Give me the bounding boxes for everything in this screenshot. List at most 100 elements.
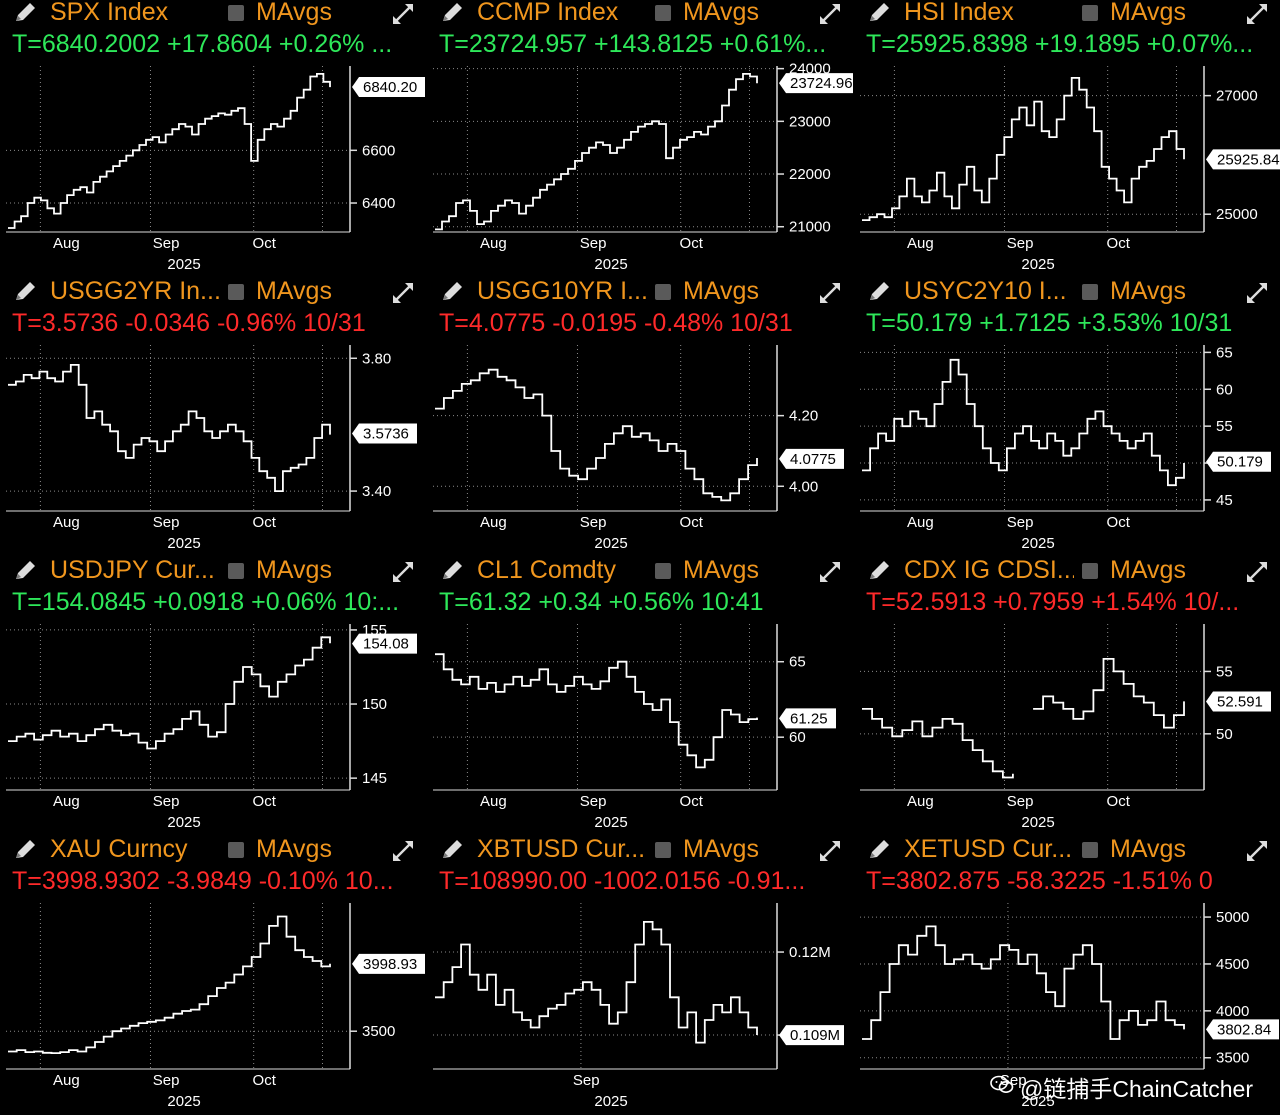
mavgs-label[interactable]: MAvgs (256, 279, 332, 305)
last-value-label: 3802.84 (1217, 1021, 1271, 1038)
quote-line: T=61.32 +0.34 +0.56% 10:41 (439, 588, 764, 616)
pencil-icon[interactable] (866, 838, 892, 862)
pencil-icon[interactable] (12, 838, 38, 862)
chart-panel: CL1 Comdty MAvgs T=61.32 +0.34 +0.56% 10:4… (427, 558, 853, 836)
ticker-label[interactable]: USGG2YR In... (50, 279, 220, 305)
checkbox-icon[interactable] (655, 284, 671, 300)
expand-icon[interactable] (390, 559, 416, 585)
mavgs-label[interactable]: MAvgs (1110, 558, 1186, 584)
checkbox-icon[interactable] (1082, 284, 1098, 300)
chart-panel: CDX IG CDSI... MAvgs T=52.5913 +0.7959 +1.… (854, 558, 1280, 836)
pencil-icon[interactable] (866, 280, 892, 304)
mavgs-label[interactable]: MAvgs (683, 837, 759, 863)
ticker-label[interactable]: HSI Index (904, 0, 1014, 26)
expand-icon[interactable] (390, 1, 416, 27)
ticker-label[interactable]: SPX Index (50, 0, 169, 26)
x-tick-label: Oct (253, 514, 277, 531)
last-value-box (352, 77, 425, 98)
pencil-icon[interactable] (12, 559, 38, 583)
pencil-icon[interactable] (12, 1, 38, 25)
panel-header: CDX IG CDSI... MAvgs (854, 558, 1280, 586)
mavgs-label[interactable]: MAvgs (683, 558, 759, 584)
x-tick-label: Sep (580, 514, 607, 531)
pencil-icon[interactable] (866, 1, 892, 25)
ticker-label[interactable]: CDX IG CDSI... (904, 558, 1074, 584)
mavgs-label[interactable]: MAvgs (256, 0, 332, 26)
expand-icon[interactable] (1244, 559, 1270, 585)
series-line (862, 358, 1185, 487)
ticker-label[interactable]: CCMP Index (477, 0, 619, 26)
y-tick-label: 50 (1216, 726, 1233, 743)
expand-icon[interactable] (1244, 280, 1270, 306)
expand-icon[interactable] (390, 838, 416, 864)
mavgs-label[interactable]: MAvgs (256, 837, 332, 863)
expand-icon[interactable] (817, 280, 843, 306)
ticker-label[interactable]: USGG10YR I... (477, 279, 647, 305)
mavgs-label[interactable]: MAvgs (683, 0, 759, 26)
pencil-icon[interactable] (439, 838, 465, 862)
panel-header: USGG2YR In... MAvgs (0, 279, 426, 307)
panel-header: SPX Index MAvgs (0, 0, 426, 28)
checkbox-icon[interactable] (1082, 563, 1098, 579)
x-tick-label: Aug (907, 514, 934, 531)
y-tick-label: 6600 (362, 142, 395, 159)
ticker-label[interactable]: XAU Curncy (50, 837, 188, 863)
pencil-icon[interactable] (866, 559, 892, 583)
y-tick-label: 4.00 (789, 478, 818, 495)
x-tick-label: Aug (907, 793, 934, 810)
y-tick-label: 55 (1216, 418, 1233, 435)
x-tick-label: Aug (480, 235, 507, 252)
last-value-label: 3998.93 (363, 956, 417, 973)
expand-icon[interactable] (817, 1, 843, 27)
pencil-icon[interactable] (12, 280, 38, 304)
ticker-label[interactable]: XBTUSD Cur... (477, 837, 646, 863)
checkbox-icon[interactable] (228, 842, 244, 858)
quote-line: T=154.0845 +0.0918 +0.06% 10:... (12, 588, 400, 616)
expand-icon[interactable] (1244, 1, 1270, 27)
mavgs-label[interactable]: MAvgs (256, 558, 332, 584)
pencil-icon[interactable] (439, 559, 465, 583)
mavgs-label[interactable]: MAvgs (1110, 279, 1186, 305)
x-tick-label: Sep (580, 235, 607, 252)
checkbox-icon[interactable] (655, 563, 671, 579)
pencil-icon[interactable] (439, 1, 465, 25)
ticker-label[interactable]: USDJPY Cur... (50, 558, 215, 584)
quote-line: T=3.5736 -0.0346 -0.96% 10/31 (12, 309, 366, 337)
x-tick-label: Aug (53, 1072, 80, 1089)
year-label: 2025 (1021, 1093, 1054, 1110)
series-line (8, 73, 331, 229)
year-label: 2025 (594, 814, 627, 831)
x-tick-label: Sep (153, 514, 180, 531)
expand-icon[interactable] (390, 280, 416, 306)
year-label: 2025 (594, 256, 627, 273)
expand-icon[interactable] (817, 559, 843, 585)
ticker-label[interactable]: CL1 Comdty (477, 558, 616, 584)
checkbox-icon[interactable] (655, 842, 671, 858)
checkbox-icon[interactable] (228, 563, 244, 579)
last-value-label: 154.08 (363, 636, 409, 653)
mavgs-label[interactable]: MAvgs (1110, 0, 1186, 26)
mavgs-label[interactable]: MAvgs (683, 279, 759, 305)
ticker-label[interactable]: XETUSD Cur... (904, 837, 1073, 863)
last-value-label: 23724.96 (790, 75, 853, 92)
expand-icon[interactable] (817, 838, 843, 864)
expand-icon[interactable] (1244, 838, 1270, 864)
chart-panel: CCMP Index MAvgs T=23724.957 +143.8125 +0.… (427, 0, 853, 278)
mavgs-label[interactable]: MAvgs (1110, 837, 1186, 863)
checkbox-icon[interactable] (655, 5, 671, 21)
checkbox-icon[interactable] (228, 5, 244, 21)
quote-line: T=50.179 +1.7125 +3.53% 10/31 (866, 309, 1233, 337)
panel-header: USYC2Y10 I... MAvgs (854, 279, 1280, 307)
year-label: 2025 (594, 1093, 627, 1110)
panel-header: HSI Index MAvgs (854, 0, 1280, 28)
checkbox-icon[interactable] (228, 284, 244, 300)
checkbox-icon[interactable] (1082, 842, 1098, 858)
pencil-icon[interactable] (439, 280, 465, 304)
checkbox-icon[interactable] (1082, 5, 1098, 21)
ticker-label[interactable]: USYC2Y10 I... (904, 279, 1067, 305)
